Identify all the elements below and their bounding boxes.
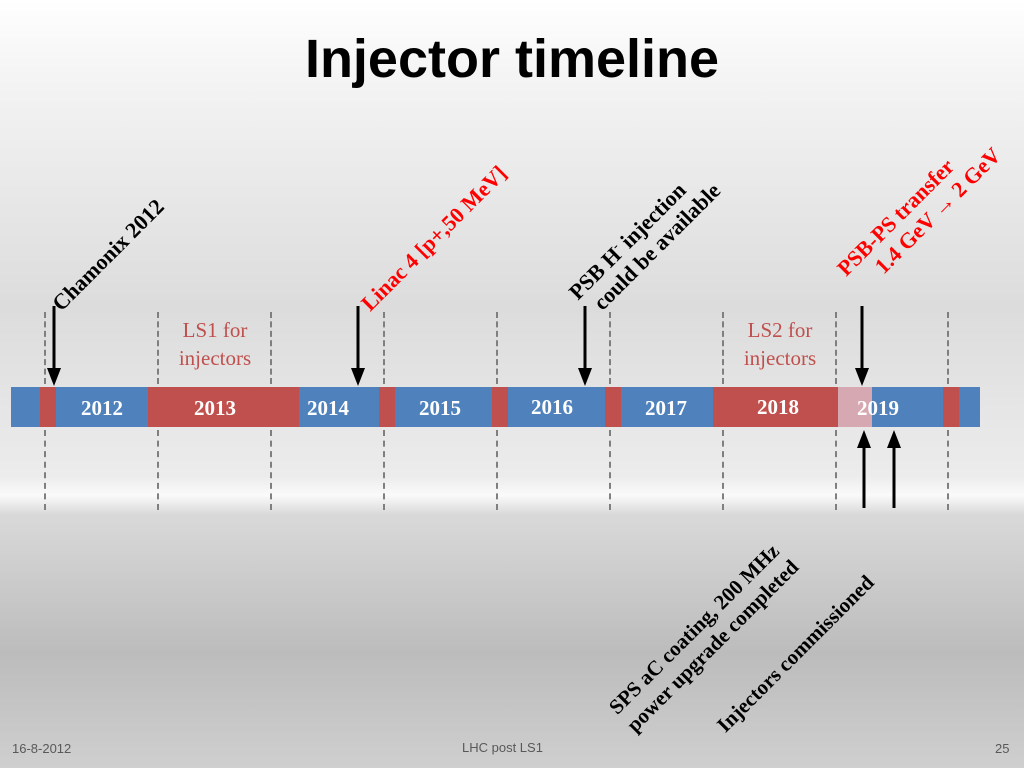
chamonix-arrowhead: [47, 368, 61, 386]
ls1-label-line1: LS1 for: [182, 318, 248, 342]
ls1-label: LS1 for injectors: [150, 316, 280, 372]
year-label-2014: 2014: [307, 396, 349, 420]
year-boundary: [496, 312, 498, 384]
ls2-label-line2: injectors: [743, 346, 817, 370]
shutdown-segment: [492, 387, 508, 427]
ls2-label: LS2 for injectors: [715, 316, 845, 372]
ls2-label-line1: LS2 for: [747, 318, 813, 342]
year-boundary: [835, 312, 837, 384]
year-label-2012: 2012: [81, 396, 123, 420]
year-boundary: [157, 312, 159, 384]
psb-h-arrowhead: [578, 368, 592, 386]
year-boundary: [722, 430, 724, 510]
footer-date: 16-8-2012: [12, 741, 72, 756]
year-label-2019: 2019: [857, 396, 899, 420]
injectors-arrowhead: [887, 430, 901, 448]
year-boundary: [609, 312, 611, 384]
shutdown-segment: [943, 387, 959, 427]
ls1-label-line2: injectors: [178, 346, 252, 370]
shutdown-segment: [40, 387, 56, 427]
year-label-2017: 2017: [645, 396, 687, 420]
linac4-arrowhead: [351, 368, 365, 386]
year-boundary: [722, 312, 724, 384]
year-boundary: [383, 312, 385, 384]
slide-title: Injector timeline: [304, 29, 720, 89]
slide-number: 25: [995, 741, 1010, 756]
shutdown-segment: [605, 387, 621, 427]
year-boundary: [44, 430, 46, 510]
commissioning-segment: [838, 387, 872, 427]
sps-arrowhead: [857, 430, 871, 448]
timeline-bar: [11, 387, 980, 427]
year-boundary: [44, 312, 46, 384]
year-boundary: [270, 430, 272, 510]
psb-ps-arrowhead: [855, 368, 869, 386]
year-label-2018: 2018: [757, 395, 799, 419]
year-label-2016: 2016: [531, 395, 573, 419]
footer-title: LHC post LS1: [462, 740, 543, 755]
year-boundary: [835, 430, 837, 510]
year-boundary: [947, 312, 949, 384]
year-boundary: [383, 430, 385, 510]
year-boundary: [496, 430, 498, 510]
year-boundary: [609, 430, 611, 510]
year-boundary: [947, 430, 949, 510]
year-boundary: [270, 312, 272, 384]
year-boundary: [157, 430, 159, 510]
year-label-2013: 2013: [194, 396, 236, 420]
shutdown-segment: [379, 387, 395, 427]
year-label-2015: 2015: [419, 396, 461, 420]
shutdown-segment-ls2: [713, 387, 838, 427]
shutdown-segment-ls1: [148, 387, 299, 427]
